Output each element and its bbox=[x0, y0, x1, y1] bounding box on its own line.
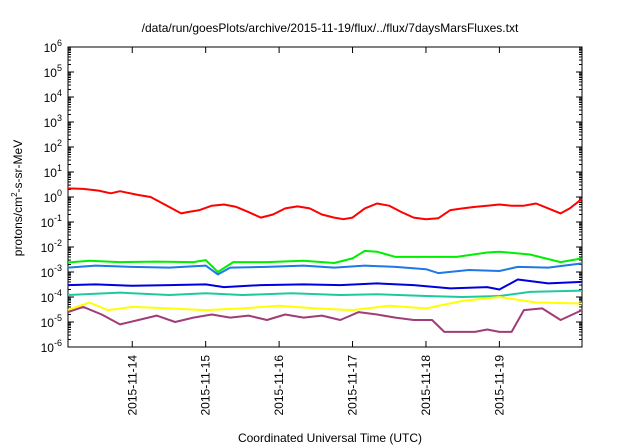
y-tick-exp: 6 bbox=[57, 38, 62, 48]
y-tick-label: 10-3 bbox=[41, 263, 62, 280]
y-tick-exp: 2 bbox=[57, 138, 62, 148]
y-tick-label: 102 bbox=[44, 138, 62, 155]
series-line-3 bbox=[67, 262, 583, 276]
x-tick-label: 2015-11-14 bbox=[125, 355, 139, 416]
y-tick-base: 10 bbox=[41, 216, 55, 230]
y-tick-base: 10 bbox=[41, 266, 55, 280]
chart-title: /data/run/goesPlots/archive/2015-11-19/f… bbox=[142, 21, 519, 35]
y-tick-exp: 1 bbox=[57, 163, 62, 173]
y-axis: 10-610-510-410-310-210-11001011021031041… bbox=[41, 38, 582, 355]
y-tick-exp: -5 bbox=[54, 313, 62, 323]
y-tick-base: 10 bbox=[41, 341, 55, 355]
y-tick-exp: -2 bbox=[54, 238, 62, 248]
y-tick-label: 10-1 bbox=[41, 213, 62, 230]
y-tick-exp: -4 bbox=[54, 288, 62, 298]
series-layer bbox=[67, 187, 583, 333]
x-axis: 2015-11-14 2015-11-15 2015-11-16 2015-11-17… bbox=[125, 47, 506, 416]
x-tick-label: 2015-11-15 bbox=[199, 355, 213, 416]
y-tick-exp: 4 bbox=[57, 88, 62, 98]
y-tick-label: 106 bbox=[44, 38, 62, 55]
y-tick-base: 10 bbox=[44, 141, 58, 155]
y-tick-base: 10 bbox=[44, 66, 58, 80]
y-tick-base: 10 bbox=[44, 91, 58, 105]
y-tick-base: 10 bbox=[44, 41, 58, 55]
series-line-4 bbox=[67, 278, 583, 291]
y-tick-label: 101 bbox=[44, 163, 62, 180]
series-line-6 bbox=[67, 296, 583, 312]
y-tick-base: 10 bbox=[41, 316, 55, 330]
y-axis-label-rest: -s-sr-MeV bbox=[11, 140, 25, 193]
y-tick-label: 10-2 bbox=[41, 238, 62, 255]
x-tick-label: 2015-11-19 bbox=[492, 355, 506, 416]
y-tick-exp: 0 bbox=[57, 188, 62, 198]
x-tick-label: 2015-11-16 bbox=[272, 355, 286, 416]
y-tick-base: 10 bbox=[44, 166, 58, 180]
y-tick-label: 100 bbox=[44, 188, 62, 205]
y-tick-exp: 5 bbox=[57, 63, 62, 73]
y-tick-label: 104 bbox=[44, 88, 62, 105]
y-tick-base: 10 bbox=[44, 191, 58, 205]
y-tick-exp: -6 bbox=[54, 338, 62, 348]
series-line-1 bbox=[67, 187, 583, 221]
y-axis-label-base: protons/cm bbox=[11, 197, 25, 256]
y-tick-label: 10-5 bbox=[41, 313, 62, 330]
x-axis-label: Coordinated Universal Time (UTC) bbox=[238, 431, 422, 445]
series-line-2 bbox=[67, 249, 583, 273]
y-tick-label: 103 bbox=[44, 113, 62, 130]
y-tick-exp: 3 bbox=[57, 113, 62, 123]
y-axis-label-sup: 2 bbox=[10, 192, 19, 197]
y-tick-exp: -3 bbox=[54, 263, 62, 273]
y-tick-label: 10-6 bbox=[41, 338, 62, 355]
x-tick-label: 2015-11-18 bbox=[419, 355, 433, 416]
y-tick-base: 10 bbox=[41, 241, 55, 255]
y-tick-exp: -1 bbox=[54, 213, 62, 223]
x-tick-label: 2015-11-17 bbox=[346, 355, 360, 416]
y-tick-label: 10-4 bbox=[41, 288, 62, 305]
series-line-7 bbox=[67, 305, 583, 333]
y-axis-label: protons/cm2-s-sr-MeV bbox=[10, 140, 25, 256]
y-tick-label: 105 bbox=[44, 63, 62, 80]
y-tick-base: 10 bbox=[41, 291, 55, 305]
series-line-5 bbox=[67, 289, 583, 298]
y-tick-base: 10 bbox=[44, 116, 58, 130]
